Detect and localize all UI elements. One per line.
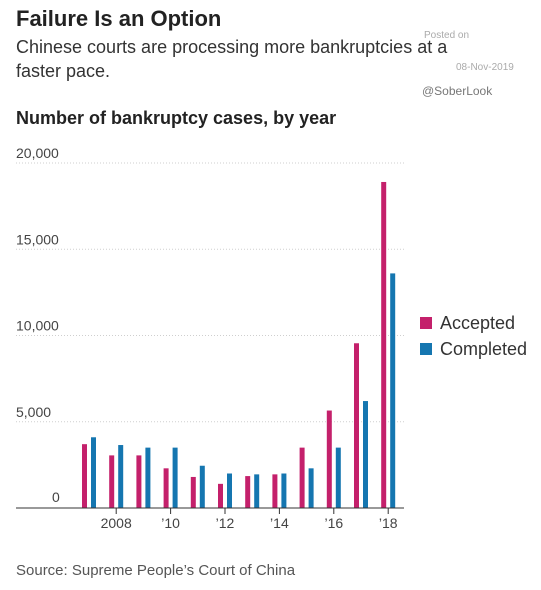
bar-accepted-2018: [381, 181, 387, 508]
x-tick-label: ’18: [379, 515, 398, 531]
bar-completed-2017: [363, 401, 368, 508]
y-tick-label: 20,000: [16, 145, 59, 161]
axes: 20,000 15,000 10,000 5,000 0 2008 ’10 ’12 ’14 ’16…: [16, 145, 404, 531]
chart-heading: Number of bankruptcy cases, by year: [16, 108, 337, 128]
legend-swatch-accepted: [420, 317, 432, 329]
y-tick-label: 15,000: [16, 231, 59, 247]
bar-accepted-2016: [326, 410, 332, 508]
bar-accepted-2015: [299, 447, 305, 508]
legend-label-accepted: Accepted: [440, 312, 516, 333]
bar-completed-2007: [91, 437, 96, 508]
bar-completed-2012: [227, 473, 232, 508]
legend: Accepted Completed: [420, 310, 527, 362]
watermark-handle: @SoberLook: [422, 84, 493, 98]
bar-completed-2018: [390, 273, 396, 508]
chart-subtitle: Chinese courts are processing more bankr…: [16, 37, 448, 81]
x-tick-label: ’14: [270, 515, 289, 531]
y-tick-label: 5,000: [16, 404, 51, 420]
bar-accepted-2008: [109, 455, 115, 508]
bar-completed-2014: [281, 473, 287, 508]
legend-item-accepted: Accepted: [420, 310, 527, 336]
bar-accepted-2011: [190, 476, 196, 508]
bar-completed-2011: [199, 465, 205, 508]
x-tick-label: 2008: [101, 515, 132, 531]
legend-swatch-completed: [420, 343, 432, 355]
bar-accepted-2012: [218, 483, 223, 508]
y-tick-label: 10,000: [16, 318, 59, 334]
legend-item-completed: Completed: [420, 336, 527, 362]
legend-label-completed: Completed: [440, 338, 528, 359]
watermark-posted: Posted on: [424, 30, 470, 41]
x-tick-label: ’10: [161, 515, 180, 531]
bar-accepted-2010: [163, 468, 169, 508]
bars: [82, 181, 396, 508]
source-note: Source: Supreme People’s Court of China: [16, 562, 296, 579]
bar-completed-2009: [145, 447, 151, 508]
watermark-date: 08-Nov-2019: [456, 62, 514, 73]
bar-completed-2010: [172, 447, 178, 508]
chart-title: Failure Is an Option: [16, 6, 222, 31]
gridlines: [16, 162, 404, 423]
y-tick-label: 0: [52, 489, 60, 505]
bar-accepted-2007: [82, 444, 87, 508]
bar-completed-2015: [308, 468, 314, 508]
bar-accepted-2017: [354, 343, 359, 508]
bar-accepted-2014: [272, 474, 278, 508]
bar-completed-2008: [118, 445, 124, 508]
bar-accepted-2013: [245, 476, 251, 508]
x-tick-label: ’16: [324, 515, 343, 531]
bar-completed-2013: [254, 474, 260, 508]
x-tick-label: ’12: [216, 515, 235, 531]
bar-completed-2016: [335, 447, 341, 508]
bar-accepted-2009: [136, 455, 142, 508]
